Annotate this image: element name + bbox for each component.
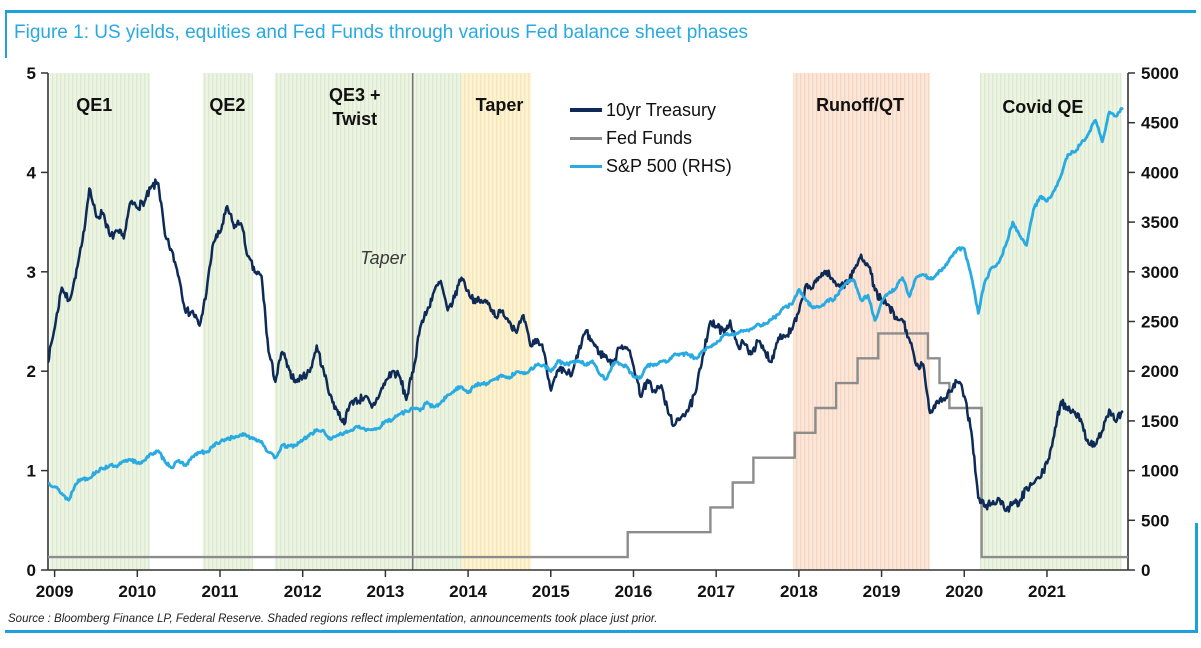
- right-axis-tick-label: 3000: [1141, 263, 1179, 282]
- left-axis-tick-label: 3: [27, 263, 36, 282]
- x-axis-tick-label: 2012: [284, 582, 322, 601]
- region-band: [202, 73, 254, 570]
- taper-annotation-label: Taper: [360, 248, 406, 268]
- region-labels: QE1 QE2 QE3 + Twist Taper Runoff/QT Covid QE: [76, 85, 1083, 129]
- x-axis-tick-label: 2014: [449, 582, 487, 601]
- x-axis-tick-label: 2013: [366, 582, 404, 601]
- x-axis-tick-label: 2015: [532, 582, 570, 601]
- treasury-10yr-line: [48, 178, 1124, 513]
- region-label: Taper: [476, 95, 524, 115]
- region-band: [793, 73, 930, 570]
- legend-item-sp500: S&P 500 (RHS): [570, 152, 732, 180]
- left-axis-tick-label: 1: [27, 462, 36, 481]
- right-axis-tick-label: 3500: [1141, 213, 1179, 232]
- right-axis-tick-label: 1000: [1141, 462, 1179, 481]
- region-label: QE3 + Twist: [329, 85, 381, 129]
- x-axis-tick-label: 2021: [1028, 582, 1066, 601]
- bottom-right-border: [1195, 523, 1198, 633]
- legend-item-10yr-treasury: 10yr Treasury: [570, 96, 732, 124]
- left-axis-tick-label: 0: [27, 561, 36, 580]
- axes: 0 1 2 3 4 5 0 500 1000 1500 2000 2500 3000 3500 4000 45…: [27, 64, 1179, 601]
- x-axis-tick-label: 2009: [36, 582, 74, 601]
- right-axis-tick-label: 5000: [1141, 64, 1179, 83]
- legend-label: 10yr Treasury: [606, 99, 717, 120]
- x-axis-tick-label: 2010: [118, 582, 156, 601]
- region-band: [979, 73, 1122, 570]
- top-border-rule: [5, 10, 1196, 13]
- legend-swatch-sp500: [570, 164, 602, 168]
- x-axis-tick-label: 2019: [863, 582, 901, 601]
- region-label: QE1: [76, 95, 112, 115]
- region-label: Covid QE: [1002, 97, 1083, 117]
- x-axis-tick-label: 2011: [202, 582, 239, 601]
- left-axis-tick-label: 4: [27, 163, 37, 182]
- legend-swatch-fed-funds: [570, 136, 602, 140]
- legend-item-fed-funds: Fed Funds: [570, 124, 732, 152]
- region-label: Runoff/QT: [816, 95, 904, 115]
- fed-funds-line: [48, 332, 1128, 559]
- region-band: [49, 73, 150, 570]
- legend-label: S&P 500 (RHS): [606, 155, 732, 176]
- legend-swatch-10yr-treasury: [570, 108, 602, 112]
- bottom-border-rule: [5, 630, 1196, 633]
- x-axis-tick-label: 2016: [615, 582, 653, 601]
- right-axis-tick-label: 2500: [1141, 313, 1179, 332]
- right-axis-tick-label: 2000: [1141, 362, 1179, 381]
- region-label: QE2: [209, 95, 245, 115]
- title-left-border: [5, 10, 7, 58]
- legend: 10yr Treasury Fed Funds S&P 500 (RHS): [570, 96, 732, 180]
- figure-title: Figure 1: US yields, equities and Fed Fu…: [14, 22, 749, 43]
- right-axis-tick-label: 0: [1141, 561, 1150, 580]
- source-note: Source : Bloomberg Finance LP, Federal R…: [8, 613, 658, 625]
- sp500-line: [48, 106, 1124, 502]
- x-axis-tick-label: 2017: [697, 582, 735, 601]
- left-axis-tick-label: 5: [27, 64, 36, 83]
- region-band: [274, 73, 462, 570]
- data-series: [48, 106, 1128, 559]
- left-axis-tick-label: 2: [27, 362, 36, 381]
- x-axis-tick-label: 2018: [780, 582, 818, 601]
- right-axis-tick-label: 4500: [1141, 114, 1179, 133]
- x-axis-tick-label: 2020: [945, 582, 983, 601]
- legend-label: Fed Funds: [606, 127, 693, 148]
- right-axis-tick-label: 4000: [1141, 163, 1179, 182]
- right-axis-tick-label: 500: [1141, 511, 1169, 530]
- right-axis-tick-label: 1500: [1141, 412, 1179, 431]
